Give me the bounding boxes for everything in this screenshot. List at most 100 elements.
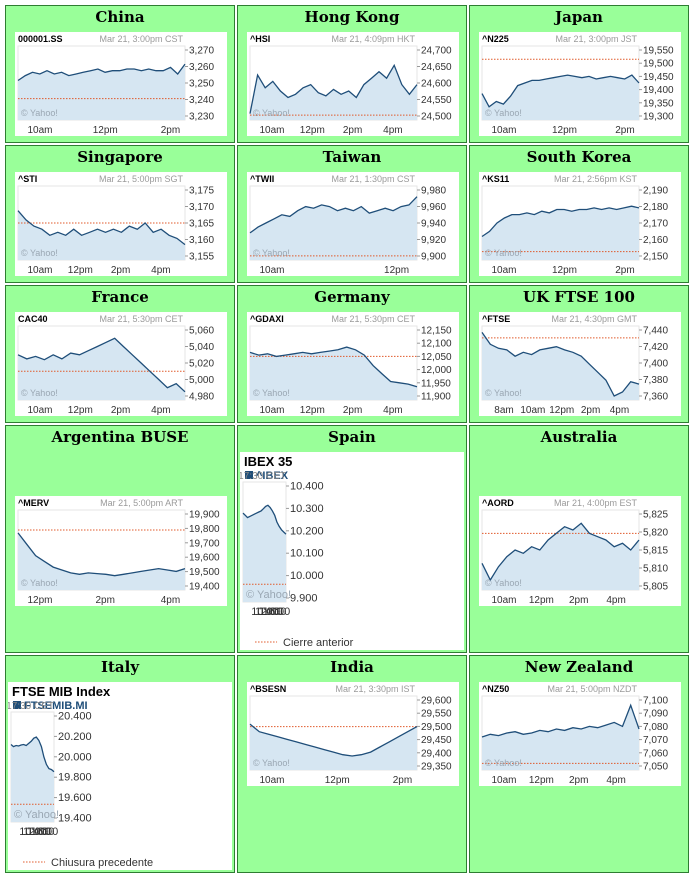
stock-chart[interactable]: ^AORD Mar 21, 4:00pm EST 5,825 5,820 5,815 5,… <box>479 496 681 606</box>
y-tick-label: 19,900 <box>189 510 220 521</box>
y-tick-label: 19,500 <box>189 567 220 578</box>
chart-time: Mar 21, 4:00pm EST <box>554 498 638 508</box>
x-tick-label: 2pm <box>615 125 634 136</box>
x-tick-label: 4pm <box>161 595 180 606</box>
x-tick-label: 12:00 <box>23 826 51 838</box>
x-tick-label: 2pm <box>569 775 588 786</box>
y-tick-label: 12,000 <box>421 365 452 376</box>
stock-chart[interactable]: ^N225 Mar 21, 3:00pm JST 19,550 19,500 19,45… <box>479 32 681 136</box>
x-tick-label: 4pm <box>151 405 170 416</box>
chart-symbol[interactable]: ^FTSE <box>482 314 510 324</box>
stock-chart[interactable]: 000001.SS Mar 21, 3:00pm CST 3,270 3,260 3,2… <box>15 32 227 136</box>
stock-chart[interactable]: ^FTSE Mar 21, 4:30pm GMT 7,440 7,420 7,400 7,… <box>479 312 681 416</box>
y-tick-label: 20.000 <box>58 751 92 763</box>
chart-symbol[interactable]: 000001.SS <box>18 34 63 44</box>
market-title: Spain <box>328 428 376 446</box>
price-area <box>11 737 54 822</box>
y-tick-label: 3,240 <box>189 95 214 106</box>
chart-symbol[interactable]: ^IBEX <box>256 470 289 482</box>
x-tick-label: 2pm <box>96 595 115 606</box>
price-line <box>481 205 640 238</box>
market-cell-new-zealand: New Zealand ^NZ50 Mar 21, 5:00pm NZDT 7,100… <box>469 655 689 873</box>
chart-symbol[interactable]: ^BSESN <box>250 684 286 694</box>
chart-time: Mar 21, 1:30pm CST <box>331 174 415 184</box>
price-line <box>249 723 418 757</box>
y-tick-label: 19.400 <box>58 813 92 825</box>
chart-symbol[interactable]: ^TWII <box>250 174 274 184</box>
x-tick-label: 2pm <box>569 595 588 606</box>
chart-svg: ^FTSE Mar 21, 4:30pm GMT 7,440 7,420 7,400 7,… <box>481 314 668 416</box>
y-tick-label: 7,070 <box>643 735 668 746</box>
y-tick-label: 5,060 <box>189 326 214 337</box>
y-tick-label: 19,500 <box>643 59 674 70</box>
y-tick-label: 5,000 <box>189 375 214 386</box>
chart-symbol[interactable]: ^AORD <box>482 498 514 508</box>
x-tick-label: 10am <box>491 125 516 136</box>
chart-title: FTSE MIB Index <box>12 684 111 699</box>
y-tick-label: 19,550 <box>643 46 674 57</box>
stock-chart[interactable]: ^MERV Mar 21, 5:00pm ART 19,900 19,800 19,70… <box>15 496 227 606</box>
y-tick-label: 3,270 <box>189 46 214 57</box>
chart-svg: ^TWII Mar 21, 1:30pm CST 9,980 9,960 9,940 9,… <box>249 174 446 276</box>
chart-time: Mar 21, 4:09pm HKT <box>331 34 415 44</box>
y-tick-label: 19,700 <box>189 538 220 549</box>
yahoo-watermark: © Yahoo! <box>21 388 58 398</box>
stock-chart[interactable]: ^NZ50 Mar 21, 5:00pm NZDT 7,100 7,090 7,080 7… <box>479 682 681 786</box>
x-tick-label: 4pm <box>606 775 625 786</box>
y-tick-label: 20.200 <box>58 731 92 743</box>
stock-chart[interactable]: CAC40 Mar 21, 5:30pm CET 5,060 5,040 5,020 5,… <box>15 312 227 416</box>
chart-symbol[interactable]: ^N225 <box>482 34 509 44</box>
chart-time: Mar 21, 5:00pm SGT <box>99 174 184 184</box>
y-tick-label: 10.100 <box>290 548 324 560</box>
chart-symbol[interactable]: ^MERV <box>18 498 49 508</box>
y-tick-label: 7,080 <box>643 722 668 733</box>
yahoo-watermark: © Yahoo! <box>485 248 522 258</box>
x-tick-label: 10am <box>27 405 52 416</box>
market-cell-uk-ftse-100: UK FTSE 100 ^FTSE Mar 21, 4:30pm GMT 7,440 7… <box>469 285 689 423</box>
chart-symbol[interactable]: ^HSI <box>250 34 270 44</box>
y-tick-label: 2,150 <box>643 252 668 263</box>
chart-symbol[interactable]: FTSEMIB.MI <box>24 700 88 712</box>
price-line <box>249 63 418 114</box>
chart-symbol[interactable]: ^KS11 <box>482 174 509 184</box>
price-line <box>17 63 186 82</box>
x-tick-label: 10am <box>259 775 284 786</box>
market-cell-argentina-buse: Argentina BUSE ^MERV Mar 21, 5:00pm ART 19,… <box>5 425 235 653</box>
y-tick-label: 29,400 <box>421 748 452 759</box>
y-tick-label: 11,900 <box>421 392 451 403</box>
stock-chart[interactable]: ^KS11 Mar 21, 2:56pm KST 2,190 2,180 2,170 2,… <box>479 172 681 276</box>
chart-symbol[interactable]: ^STI <box>18 174 37 184</box>
x-tick-label: 12pm <box>68 265 93 276</box>
x-tick-label: 12pm <box>384 265 409 276</box>
yahoo-watermark: © Yahoo! <box>21 108 58 118</box>
stock-chart[interactable]: ^BSESN Mar 21, 3:30pm IST 29,600 29,550 29,5… <box>247 682 459 786</box>
x-tick-label: 12pm <box>529 775 554 786</box>
x-tick-label: 14:00 <box>259 606 287 618</box>
y-tick-label: 3,230 <box>189 112 214 123</box>
x-tick-label: 4pm <box>383 125 402 136</box>
chart-svg: ^AORD Mar 21, 4:00pm EST 5,825 5,820 5,815 5,… <box>481 498 668 606</box>
chart-svg: IBEX 35^IBEX21 mar 17:30 CET 10.400 10.300… <box>240 454 354 649</box>
price-area <box>482 332 639 400</box>
stock-chart[interactable]: ^GDAXI Mar 21, 5:30pm CET 12,150 12,100 12,0… <box>247 312 459 416</box>
yahoo-watermark: © Yahoo! <box>253 108 290 118</box>
chart-symbol[interactable]: ^NZ50 <box>482 684 509 694</box>
stock-chart[interactable]: ^STI Mar 21, 5:00pm SGT 3,175 3,170 3,165 3,1… <box>15 172 227 276</box>
market-title: Taiwan <box>322 148 382 166</box>
stock-chart[interactable]: IBEX 35^IBEX21 mar 17:30 CET 10.400 10.300… <box>240 452 464 650</box>
chart-symbol[interactable]: CAC40 <box>18 314 48 324</box>
price-area <box>18 64 185 120</box>
y-tick-label: 5,020 <box>189 359 214 370</box>
y-tick-label: 7,420 <box>643 342 668 353</box>
y-tick-label: 12,050 <box>421 352 452 363</box>
stock-chart[interactable]: ^TWII Mar 21, 1:30pm CST 9,980 9,960 9,940 9,… <box>247 172 459 276</box>
y-tick-label: 7,090 <box>643 709 668 720</box>
yahoo-watermark: © Yahoo! <box>485 758 522 768</box>
y-tick-label: 9.900 <box>290 593 318 605</box>
x-tick-label: 12pm <box>300 125 325 136</box>
chart-symbol[interactable]: ^GDAXI <box>250 314 284 324</box>
stock-chart[interactable]: ^HSI Mar 21, 4:09pm HKT 24,700 24,650 24,600… <box>247 32 459 136</box>
x-tick-label: 2pm <box>161 125 180 136</box>
